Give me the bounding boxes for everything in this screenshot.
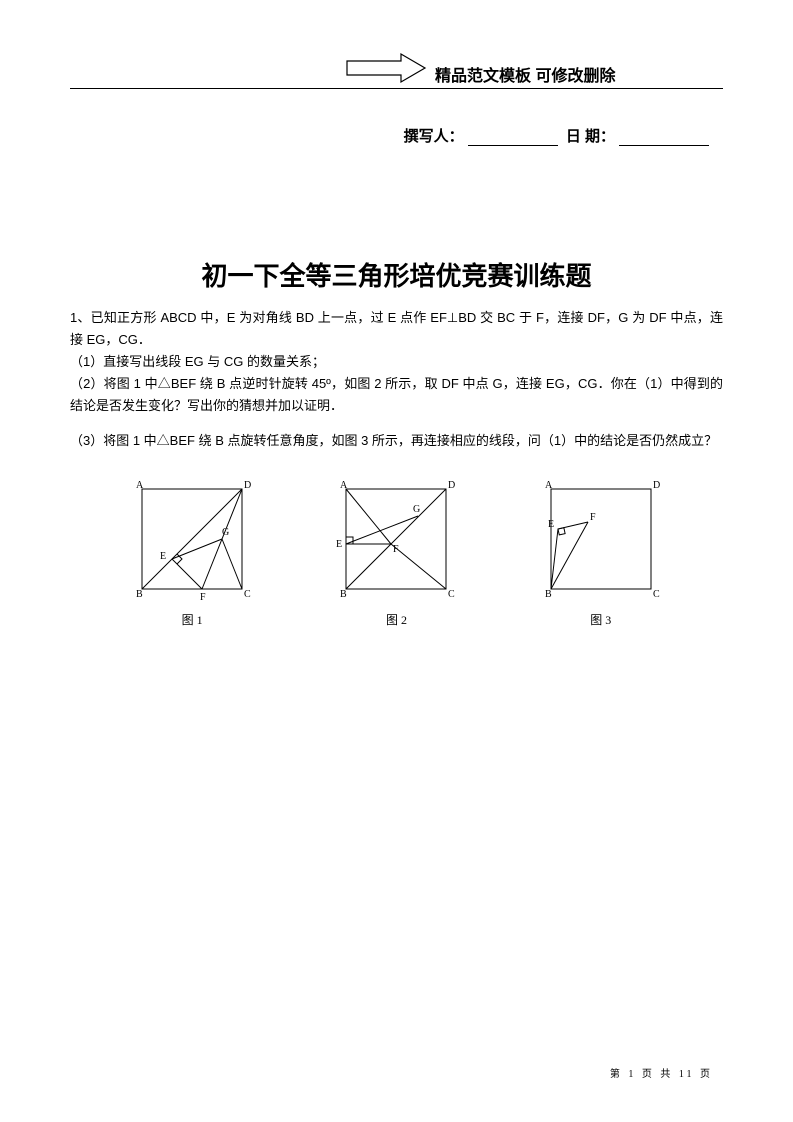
- problem-line-4: （3）将图 1 中△BEF 绕 B 点旋转任意角度，如图 3 所示，再连接相应的…: [70, 427, 723, 456]
- svg-text:D: D: [653, 480, 660, 491]
- figure-1-caption: 图 1: [117, 611, 267, 628]
- svg-text:B: B: [340, 589, 347, 600]
- footer-suffix: 页: [700, 1069, 713, 1080]
- svg-text:G: G: [222, 527, 229, 538]
- date-label: 日 期：: [566, 128, 615, 145]
- figures-row: A D B C E F G 图 1: [70, 474, 723, 628]
- header-divider: [70, 88, 723, 89]
- figure-1: A D B C E F G 图 1: [117, 474, 267, 628]
- svg-text:D: D: [448, 480, 455, 491]
- svg-text:E: E: [336, 539, 342, 550]
- svg-text:C: C: [244, 589, 251, 600]
- svg-text:C: C: [448, 589, 455, 600]
- svg-text:A: A: [136, 480, 144, 491]
- svg-text:E: E: [160, 551, 166, 562]
- svg-text:G: G: [413, 504, 420, 515]
- author-date-line: 撰写人： 日 期：: [70, 125, 723, 146]
- figure-2: A D B C E F G 图 2: [321, 474, 471, 628]
- footer-prefix: 第: [610, 1069, 623, 1080]
- problem-line-3: （2）将图 1 中△BEF 绕 B 点逆时针旋转 45º，如图 2 所示，取 D…: [70, 373, 723, 417]
- figure-3: A D B C E F 图 3: [526, 474, 676, 628]
- page-header: 精品范文模板 可修改删除: [70, 60, 723, 100]
- arrow-icon: [345, 52, 427, 89]
- svg-text:A: A: [340, 480, 348, 491]
- figure-3-caption: 图 3: [526, 611, 676, 628]
- footer-mid: 页 共: [642, 1069, 674, 1080]
- svg-text:C: C: [653, 589, 660, 600]
- problem-body: 1、已知正方形 ABCD 中，E 为对角线 BD 上一点，过 E 点作 EF⊥B…: [70, 307, 723, 456]
- svg-text:F: F: [393, 544, 399, 555]
- page-footer: 第 1 页 共 11 页: [610, 1065, 713, 1080]
- problem-line-1: 1、已知正方形 ABCD 中，E 为对角线 BD 上一点，过 E 点作 EF⊥B…: [70, 307, 723, 351]
- problem-line-2: （1）直接写出线段 EG 与 CG 的数量关系；: [70, 351, 723, 373]
- svg-text:A: A: [545, 480, 553, 491]
- footer-page-current: 1: [628, 1069, 636, 1080]
- svg-text:B: B: [545, 589, 552, 600]
- author-blank[interactable]: [468, 131, 558, 146]
- figure-2-caption: 图 2: [321, 611, 471, 628]
- svg-text:F: F: [590, 512, 596, 523]
- header-banner-text: 精品范文模板 可修改删除: [435, 62, 615, 86]
- svg-text:F: F: [200, 592, 206, 603]
- footer-page-total: 11: [679, 1069, 695, 1080]
- document-title: 初一下全等三角形培优竞赛训练题: [70, 256, 723, 293]
- svg-text:D: D: [244, 480, 251, 491]
- svg-text:E: E: [548, 519, 554, 530]
- svg-text:B: B: [136, 589, 143, 600]
- date-blank[interactable]: [619, 131, 709, 146]
- author-label: 撰写人：: [404, 128, 464, 145]
